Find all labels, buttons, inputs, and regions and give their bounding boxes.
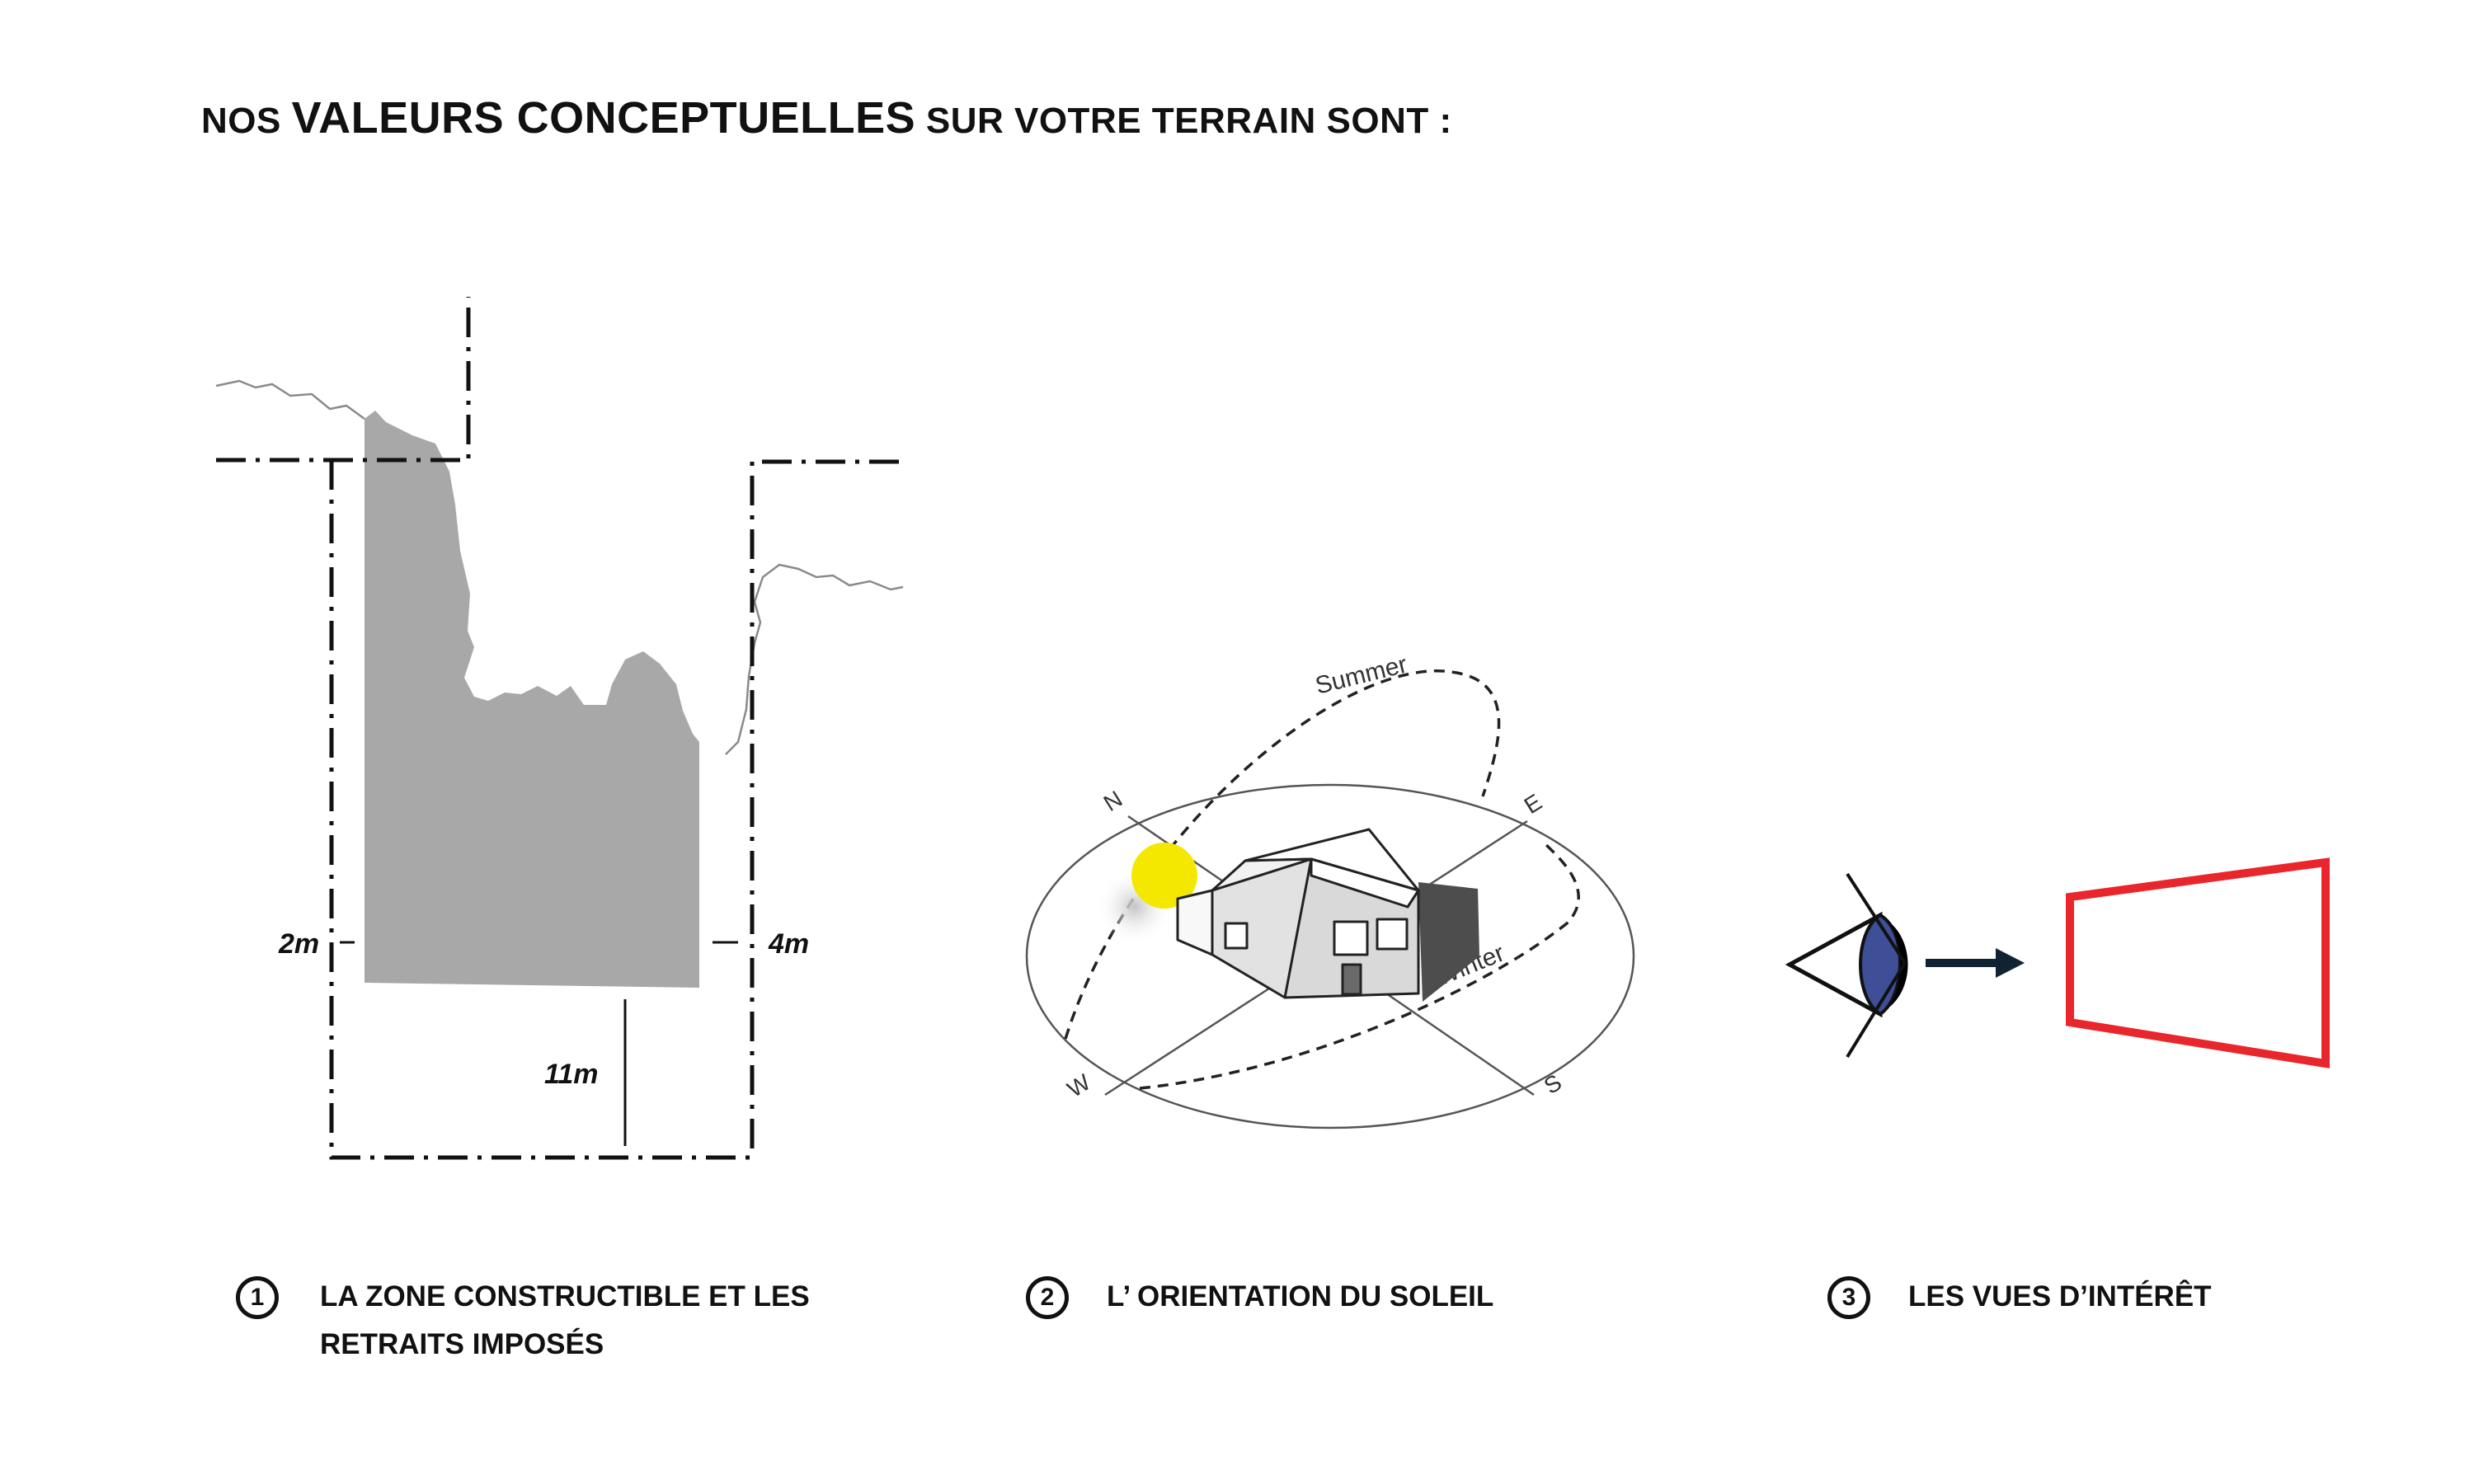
caption-number-1: 1	[236, 1276, 279, 1319]
compass-west: W	[1063, 1068, 1095, 1102]
terrain-contour-left	[215, 379, 365, 420]
sun-icon	[1131, 843, 1197, 909]
house-icon	[1176, 828, 1479, 1002]
caption-1-line-2: RETRAITS IMPOSÉS	[320, 1328, 604, 1360]
title-part-end: SUR VOTRE TERRAIN SONT :	[915, 101, 1452, 141]
title-part-emphasis: VALEURS CONCEPTUELLES	[291, 93, 916, 143]
caption-3-line-1: LES VUES D’INTÉRÊT	[1908, 1280, 2212, 1313]
eye-icon	[1785, 872, 1908, 1059]
caption-1-line-1: LA ZONE CONSTRUCTIBLE ET LES	[320, 1280, 810, 1313]
summer-label: Summer	[1313, 650, 1410, 699]
compass-north: N	[1099, 786, 1127, 816]
title-part-small: NOS	[201, 101, 292, 141]
setback-left-label: 2m	[278, 928, 319, 960]
view-arrow-head	[1996, 948, 2025, 978]
buildable-zone-shape	[365, 411, 699, 988]
caption-3: 3 LES VUES D’INTÉRÊT	[1827, 1273, 2212, 1321]
caption-text-1: LA ZONE CONSTRUCTIBLE ET LES RETRAITS IM…	[320, 1273, 810, 1369]
views-diagram	[1785, 857, 2330, 1068]
terrain-contour-right	[725, 563, 904, 755]
compass-east: E	[1520, 789, 1546, 819]
caption-text-2: L’ ORIENTATION DU SOLEIL	[1107, 1273, 1493, 1321]
caption-1: 1 LA ZONE CONSTRUCTIBLE ET LES RETRAITS …	[236, 1273, 810, 1369]
caption-2: 2 L’ ORIENTATION DU SOLEIL	[1026, 1273, 1493, 1321]
setback-right-label: 4m	[768, 928, 809, 960]
compass-ellipse	[1025, 783, 1635, 1129]
page-title: NOS VALEURS CONCEPTUELLES SUR VOTRE TERR…	[201, 92, 1452, 143]
caption-text-3: LES VUES D’INTÉRÊT	[1908, 1273, 2212, 1321]
caption-2-line-1: L’ ORIENTATION DU SOLEIL	[1107, 1280, 1494, 1313]
setback-boundary	[216, 297, 899, 1160]
caption-number-3: 3	[1827, 1276, 1870, 1319]
caption-number-2: 2	[1026, 1276, 1069, 1319]
view-frame	[2066, 857, 2330, 1068]
sun-orientation-diagram: Summer Winter N E S W	[1025, 650, 1635, 1129]
setback-bottom-label: 11m	[544, 1059, 599, 1090]
compass-south: S	[1540, 1069, 1566, 1099]
buildable-zone-diagram: 2m 4m 11m	[215, 297, 904, 1160]
